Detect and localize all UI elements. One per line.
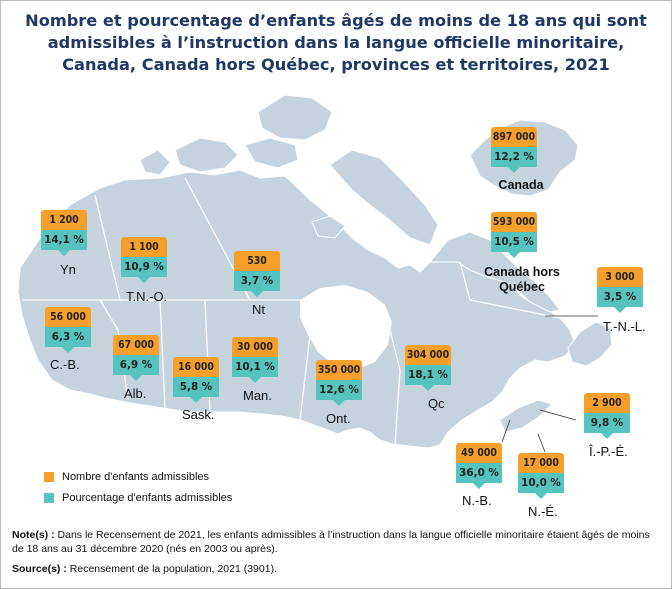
percent-ont: 12,6 %: [316, 380, 362, 400]
ellesmere-island: [257, 94, 333, 141]
marker-sask: 16 000 5,8 %: [173, 357, 219, 403]
percent-ipe: 9,8 %: [584, 413, 630, 433]
count-canada: 897 000: [491, 127, 537, 147]
percent-canada-hors-quebec: 10,5 %: [491, 232, 537, 252]
label-tno: T.N.-O.: [126, 289, 168, 304]
note: Note(s) : Dans le Recensement de 2021, l…: [12, 528, 662, 556]
percent-ne: 10,0 %: [518, 473, 564, 493]
label-ont: Ont.: [326, 411, 351, 426]
marker-man: 30 000 10,1 %: [232, 337, 278, 383]
label-canada-hors-quebec: Canada hors Québec: [484, 265, 560, 294]
count-ipe: 2 900: [584, 393, 630, 413]
hudson-bay: [300, 285, 392, 370]
page-title: Nombre et pourcentage d’enfants âgés de …: [20, 10, 652, 76]
marker-nt: 530 3,7 %: [234, 251, 280, 297]
percent-qc: 18,1 %: [405, 365, 451, 385]
border-mb-on: [299, 299, 311, 421]
title-line-3: Canada, Canada hors Québec, provinces et…: [62, 55, 610, 74]
percent-man: 10,1 %: [232, 357, 278, 377]
notes: Note(s) : Dans le Recensement de 2021, l…: [12, 528, 662, 576]
label-nb: N.-B.: [462, 493, 492, 508]
count-man: 30 000: [232, 337, 278, 357]
marker-tno: 1 100 10,9 %: [121, 237, 167, 283]
count-nt: 530: [234, 251, 280, 271]
label-sask: Sask.: [182, 407, 215, 422]
percent-yn: 14,1 %: [41, 230, 87, 250]
note-text: Dans le Recensement de 2021, les enfants…: [12, 529, 650, 555]
percent-alb: 6,9 %: [113, 355, 159, 375]
percent-canada: 12,2 %: [491, 147, 537, 167]
count-ne: 17 000: [518, 453, 564, 473]
baffin-island: [329, 149, 439, 246]
legend-percent-swatch: [44, 492, 54, 503]
label-tnl: T.-N.-L.: [603, 319, 646, 334]
percent-cb: 6,3 %: [45, 327, 91, 347]
percent-nb: 36,0 %: [456, 463, 502, 483]
label-alb: Alb.: [124, 386, 147, 401]
marker-canada-hors-quebec: 593 000 10,5 %: [491, 212, 537, 258]
southampton-island: [311, 215, 346, 239]
marker-ne: 17 000 10,0 %: [518, 453, 564, 499]
legend-percent-label: Pourcentage d'enfants admissibles: [62, 491, 233, 504]
nova-scotia-shape: [499, 399, 553, 433]
marker-ont: 350 000 12,6 %: [316, 360, 362, 406]
newfoundland-shape: [567, 321, 613, 367]
border-qc-lab: [459, 261, 561, 319]
devon-island: [244, 137, 299, 169]
marker-canada: 897 000 12,2 %: [491, 127, 537, 173]
label-nt: Nt: [252, 302, 265, 317]
count-sask: 16 000: [173, 357, 219, 377]
source-label: Source(s) :: [12, 563, 67, 575]
banks-island: [139, 149, 171, 176]
label-qc: Qc: [428, 396, 445, 411]
legend-count: Nombre d'enfants admissibles: [44, 466, 232, 487]
legend-count-swatch: [44, 471, 54, 482]
legend: Nombre d'enfants admissibles Pourcentage…: [44, 466, 232, 508]
label-cb: C.-B.: [50, 357, 80, 372]
labrador-shape: [428, 231, 561, 313]
label-man: Man.: [243, 388, 272, 403]
count-canada-hors-quebec: 593 000: [491, 212, 537, 232]
source-text: Recensement de la population, 2021 (3901…: [69, 563, 277, 575]
marker-nb: 49 000 36,0 %: [456, 443, 502, 489]
leader-ne: [537, 433, 546, 453]
count-tnl: 3 000: [597, 267, 643, 287]
marker-tnl: 3 000 3,5 %: [597, 267, 643, 313]
count-qc: 304 000: [405, 345, 451, 365]
marker-alb: 67 000 6,9 %: [113, 335, 159, 381]
marker-qc: 304 000 18,1 %: [405, 345, 451, 391]
marker-cb: 56 000 6,3 %: [45, 307, 91, 353]
source: Source(s) : Recensement de la population…: [12, 562, 662, 576]
note-label: Note(s) :: [12, 529, 55, 541]
title-line-2: admissibles à l’instruction dans la lang…: [47, 33, 625, 52]
legend-count-label: Nombre d'enfants admissibles: [62, 470, 210, 483]
leader-nb: [501, 419, 511, 443]
count-alb: 67 000: [113, 335, 159, 355]
percent-nt: 3,7 %: [234, 271, 280, 291]
border-yn-nwt: [94, 194, 121, 301]
count-nb: 49 000: [456, 443, 502, 463]
victoria-island: [174, 137, 239, 173]
count-tno: 1 100: [121, 237, 167, 257]
percent-tno: 10,9 %: [121, 257, 167, 277]
count-cb: 56 000: [45, 307, 91, 327]
leader-ipe: [539, 409, 577, 421]
percent-sask: 5,8 %: [173, 377, 219, 397]
border-on-qc: [389, 329, 401, 446]
label-ipe: Î.-P.-É.: [589, 444, 628, 459]
marker-ipe: 2 900 9,8 %: [584, 393, 630, 439]
count-ont: 350 000: [316, 360, 362, 380]
label-canada: Canada: [498, 178, 544, 192]
legend-percent: Pourcentage d'enfants admissibles: [44, 487, 232, 508]
count-yn: 1 200: [41, 210, 87, 230]
border-bc-ab: [99, 299, 129, 401]
percent-tnl: 3,5 %: [597, 287, 643, 307]
border-ab-sk: [159, 299, 166, 409]
title-line-1: Nombre et pourcentage d’enfants âgés de …: [25, 11, 647, 30]
label-ne: N.-É.: [528, 504, 558, 519]
marker-yn: 1 200 14,1 %: [41, 210, 87, 256]
label-yn: Yn: [60, 262, 76, 277]
